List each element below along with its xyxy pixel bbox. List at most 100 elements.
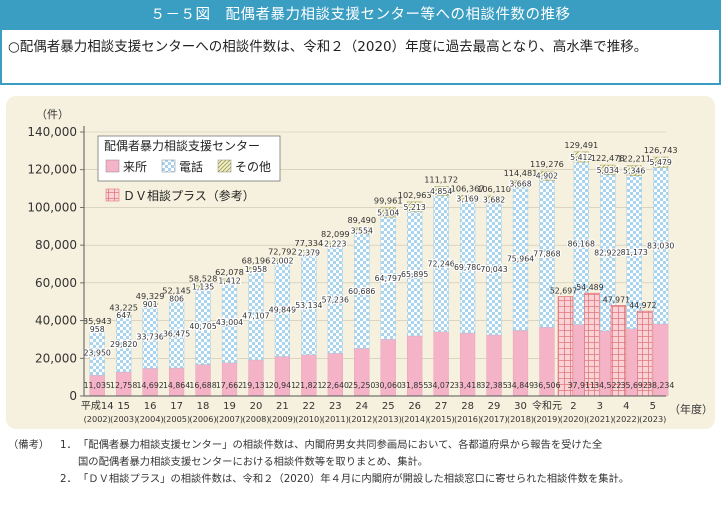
total-label: 106,110 [477,184,511,194]
total-label: 72,792 [268,247,297,257]
total-label: 102,963 [398,190,432,200]
total-label: 122,478 [591,153,625,163]
bar-other [248,267,264,272]
x-axis-label: （年度） [669,402,713,416]
total-label: 35,943 [83,316,112,326]
note-text: 「配偶者暴力相談支援センター」の相談件数は、内閣府男女共同参画局において、各都道… [78,439,603,451]
phone-label: 47,107 [242,312,269,321]
legend-phone-swatch [161,159,176,173]
other-label: 806 [169,294,184,303]
other-label: 5,346 [623,167,645,176]
visit-label: 35,692 [621,381,648,390]
legend-visit-label: 来所 [123,160,147,174]
other-label: 901 [143,300,158,309]
x-tick-year: (2018) [507,414,534,424]
y-tick-label: 20,000 [35,351,77,365]
x-tick-label: 平成14 [81,400,114,412]
y-tick-label: 60,000 [35,276,77,290]
note-text: 国の配偶者暴力相談支援センターにおける相談件数等を取りまとめ、集計。 [78,456,429,468]
x-tick-label: 17 [170,401,183,412]
visit-label: 17,662 [216,381,243,390]
notes-label: （備考） [8,439,50,451]
legend-other-swatch [217,159,232,173]
x-tick-year: (2012) [348,414,375,424]
note-row-1: （備考） 1．「配偶者暴力相談支援センター」の相談件数は、内閣府男女共同参画局にお… [8,437,720,454]
x-tick-year: (2022) [613,414,640,424]
x-tick-year: (2017) [480,414,507,424]
x-tick-year: (2014) [401,414,428,424]
x-tick-label: 24 [355,401,368,412]
legend-visit-swatch [105,159,120,173]
x-tick-label: 2 [570,401,576,412]
total-label: 126,743 [644,145,678,155]
phone-label: 36,475 [163,330,190,339]
dv-plus-label: 44,972 [629,301,656,310]
x-tick-label: 27 [435,401,448,412]
total-label: 68,196 [242,255,271,265]
y-tick-label: 140,000 [27,125,77,139]
phone-label: 60,686 [348,287,375,296]
bar-other [195,285,211,288]
total-label: 89,490 [347,215,376,225]
visit-label: 16,688 [189,381,216,390]
note-row-2: 国の配偶者暴力相談支援センターにおける相談件数等を取りまとめ、集計。 [8,454,720,471]
bar-other [626,165,642,176]
bar-other [407,201,423,212]
other-label: 3,668 [509,180,531,189]
bar-other [486,195,502,204]
x-tick-label: 18 [197,401,210,412]
note-num: 1． [60,439,77,451]
x-tick-year: (2003) [110,414,137,424]
other-label: 5,034 [597,166,619,175]
other-label: 2,223 [324,239,346,248]
other-label: 1,135 [192,283,214,292]
phone-label: 82,922 [594,249,621,258]
x-tick-year: (2020) [560,414,587,424]
total-label: 122,211 [617,154,651,164]
x-tick-label: 5 [650,401,656,412]
y-axis-label: （件） [36,108,69,121]
x-tick-label: 25 [382,401,395,412]
x-tick-label: 4 [623,401,629,412]
dv-plus-label: 52,697 [550,287,577,296]
other-label: 1,412 [218,276,240,285]
visit-label: 14,692 [136,381,163,390]
bar-other [221,278,238,282]
bar-other [89,328,105,331]
other-label: 647 [116,311,131,320]
legend-dv-label: ＤＶ相談プラス（参考） [123,188,255,203]
y-tick-label: 120,000 [27,163,77,177]
bar-other [459,195,476,202]
bar-visit [274,356,291,397]
x-tick-year: (2015) [428,414,455,424]
other-label: 4,902 [536,172,558,181]
total-label: 129,491 [564,140,598,150]
legend-box [97,135,281,182]
phone-label: 23,950 [84,349,111,358]
visit-label: 34,849 [507,381,534,390]
note-num: 2． [60,473,77,485]
visit-label: 22,640 [322,381,349,390]
phone-label: 75,964 [507,255,534,264]
other-label: 2,002 [271,257,293,266]
x-tick-label: 20 [250,401,263,412]
total-label: 52,145 [162,286,191,296]
x-tick-label: 令和元 [532,399,562,412]
x-tick-label: 16 [144,401,157,412]
total-label: 99,961 [374,196,403,206]
total-label: 106,367 [451,183,485,193]
visit-label: 34,522 [594,381,621,390]
x-tick-year: (2002) [84,414,111,424]
phone-label: 57,236 [322,295,349,304]
notes: （備考） 1．「配偶者暴力相談支援センター」の相談件数は、内閣府男女共同参画局にお… [8,437,720,488]
chart-panel: 11,035 23,950 958 35,943 12,758 29,820 647 43,2… [6,96,715,429]
bar-other [653,156,669,168]
total-label: 111,172 [424,174,458,184]
note-row-3: 2．「ＤＶ相談プラス」の相談件数は、令和２（2020）年４月に内閣府が開設した相… [8,471,720,488]
bar-other [168,297,185,300]
visit-label: 19,131 [242,381,269,390]
visit-label: 31,855 [401,381,428,390]
legend-phone-label: 電話 [179,159,203,174]
